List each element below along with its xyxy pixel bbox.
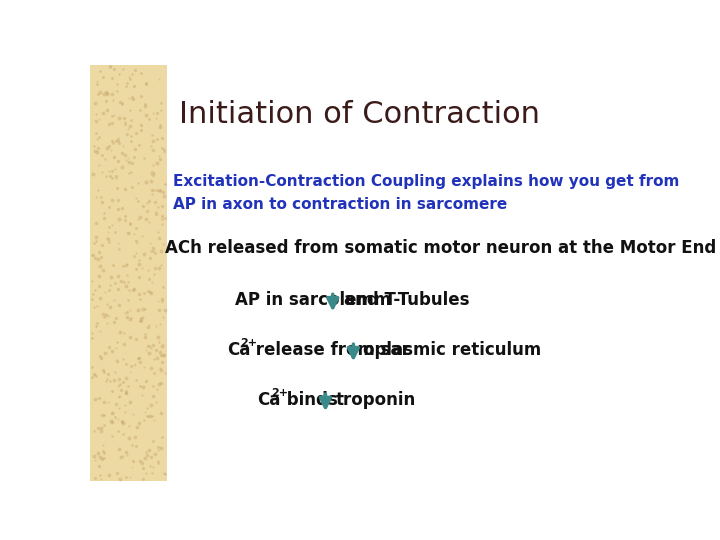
Text: oplasmic reticulum: oplasmic reticulum [364, 341, 541, 359]
Text: release from sar: release from sar [250, 341, 410, 359]
Bar [90, 65, 167, 481]
Text: Ca: Ca [227, 341, 250, 359]
Text: 2+: 2+ [271, 388, 288, 398]
Text: Excitation-Contraction Coupling explains how you get from: Excitation-Contraction Coupling explains… [173, 174, 679, 188]
Text: ACh released from somatic motor neuron at the Motor End Plate: ACh released from somatic motor neuron a… [166, 239, 720, 256]
Text: 2+: 2+ [240, 338, 257, 348]
Text: troponin: troponin [336, 390, 415, 409]
Text: Ca: Ca [258, 390, 281, 409]
Text: AP in axon to contraction in sarcomere: AP in axon to contraction in sarcomere [173, 197, 507, 212]
Text: binds: binds [281, 390, 343, 409]
Text: Initiation of Contraction: Initiation of Contraction [179, 100, 540, 129]
Text: and T-Tubules: and T-Tubules [344, 291, 469, 309]
Text: AP in sarcolemm: AP in sarcolemm [235, 291, 392, 309]
